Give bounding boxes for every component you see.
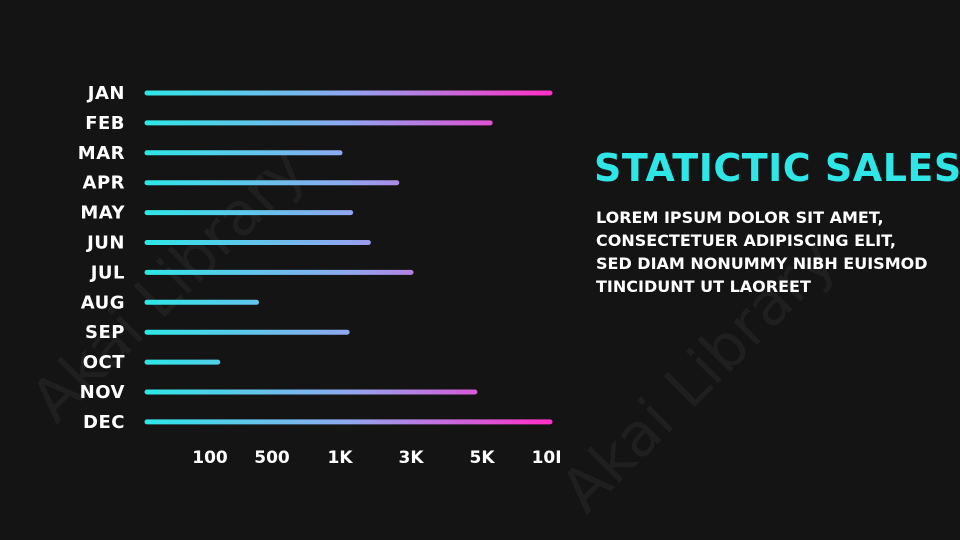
x-tick-label: 3K: [398, 448, 424, 468]
category-label-jun: JUN: [85, 233, 125, 254]
category-label-feb: FEB: [85, 113, 125, 134]
category-label-jan: JAN: [86, 83, 125, 104]
category-label-nov: NOV: [80, 382, 125, 403]
category-label-apr: APR: [83, 173, 125, 194]
x-tick-label: 1K: [327, 448, 353, 468]
category-label-dec: DEC: [83, 412, 125, 433]
x-tick-label: 10K: [532, 448, 560, 468]
category-label-jul: JUL: [89, 262, 125, 283]
category-label-mar: MAR: [78, 143, 125, 164]
x-tick-label: 100: [192, 448, 228, 468]
bar-chart: JAN FEB MAR APR MAY JUN JUL AUG SEP OCT NOV DEC 100 5…: [78, 83, 560, 468]
description-text: LOREM IPSUM DOLOR SIT AMET, CONSECTETUER…: [596, 208, 928, 296]
category-label-oct: OCT: [83, 352, 126, 373]
category-label-sep: SEP: [85, 322, 125, 343]
x-tick-label: 500: [254, 448, 290, 468]
category-label-aug: AUG: [81, 292, 125, 313]
category-label-may: MAY: [80, 203, 125, 224]
chart-title: STATICTIC SALES: [594, 146, 960, 190]
x-tick-label: 5K: [469, 448, 495, 468]
